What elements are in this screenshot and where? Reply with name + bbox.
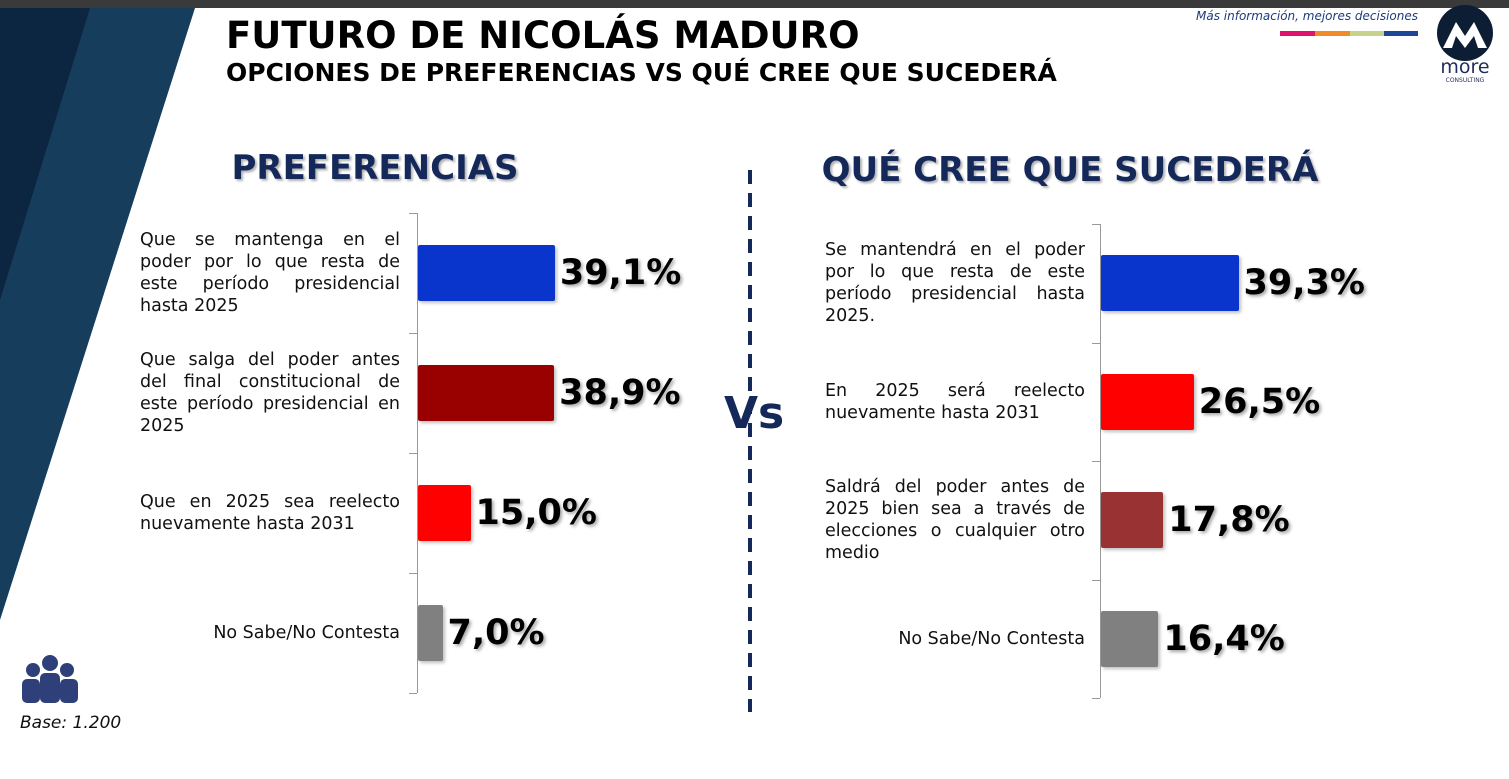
value-label: 39,3% — [1243, 263, 1365, 304]
logo-sub: CONSULTING — [1445, 77, 1485, 84]
bar — [418, 485, 471, 541]
category-label: En 2025 será reelecto nuevamente hasta 2… — [825, 380, 1085, 423]
value-label: 17,8% — [1168, 500, 1290, 541]
category-label: Que se mantenga en el poder por lo que r… — [140, 230, 400, 316]
category-label: Saldrá del poder antes de 2025 bien sea … — [825, 477, 1085, 564]
category-label: Que en 2025 sea reelecto nuevamente hast… — [140, 492, 400, 534]
vs-label: Vs — [724, 388, 785, 439]
subtitle: OPCIONES DE PREFERENCIAS VS QUÉ CREE QUE… — [226, 58, 1057, 87]
category-label: No Sabe/No Contesta — [213, 623, 400, 643]
bar — [418, 245, 555, 301]
axis-tick — [409, 213, 417, 214]
bar — [1101, 492, 1164, 549]
axis-tick — [1092, 224, 1100, 225]
value-label: 38,9% — [559, 373, 681, 413]
bar — [418, 365, 555, 421]
value-label: 26,5% — [1198, 381, 1321, 422]
tagline: Más información, mejores decisiones — [1196, 9, 1418, 23]
chart-title: QUÉ CREE QUE SUCEDERÁ — [821, 150, 1319, 190]
value-label: 7,0% — [447, 613, 545, 653]
axis-tick — [409, 333, 417, 334]
axis-tick — [409, 693, 417, 694]
chart-title: PREFERENCIAS — [231, 148, 519, 188]
axis-tick — [1092, 461, 1100, 462]
bar — [1101, 373, 1194, 430]
axis-line — [1100, 224, 1101, 698]
axis-tick — [409, 573, 417, 574]
category-label: Se mantendrá en el poder por lo que rest… — [825, 240, 1085, 327]
axis-tick — [1092, 342, 1100, 344]
category-label: No Sabe/No Contesta — [898, 628, 1085, 649]
base-note: Base: 1.200 — [20, 713, 122, 733]
value-label: 15,0% — [475, 493, 597, 533]
bar — [1101, 610, 1159, 667]
axis-tick — [1092, 698, 1100, 699]
bar — [418, 605, 443, 661]
bar — [1101, 255, 1239, 312]
axis-tick — [409, 453, 417, 454]
value-label: 16,4% — [1163, 618, 1285, 659]
category-label: Que salga del poder antes del final cons… — [140, 350, 400, 436]
axis-line — [417, 213, 418, 693]
title: FUTURO DE NICOLÁS MADURO — [226, 14, 860, 57]
axis-tick — [1092, 579, 1100, 581]
logo-name: more — [1440, 56, 1490, 78]
value-label: 39,1% — [559, 253, 682, 293]
